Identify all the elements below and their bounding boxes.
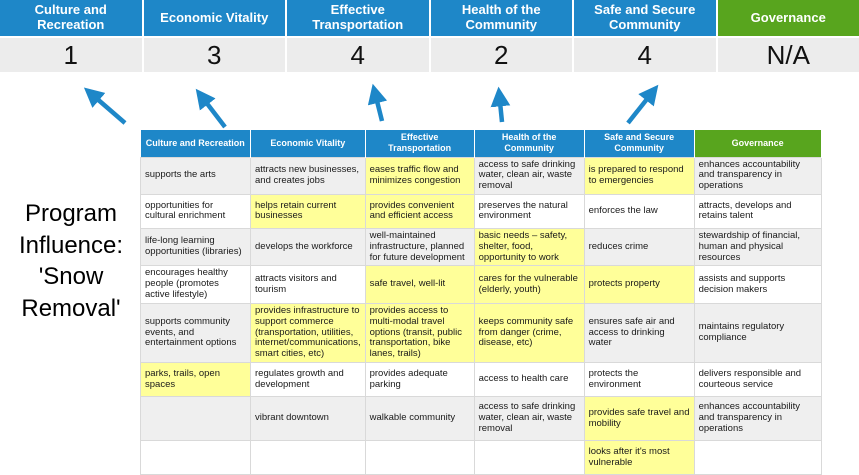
matrix-cell: preserves the natural environment bbox=[474, 194, 584, 228]
matrix-header-economic-vitality: Economic Vitality bbox=[251, 130, 366, 157]
matrix-cell-highlighted: eases traffic flow and minimizes congest… bbox=[365, 157, 474, 194]
matrix-cell: encourages healthy people (promotes acti… bbox=[141, 266, 251, 303]
matrix-cell bbox=[141, 441, 251, 475]
table-row: encourages healthy people (promotes acti… bbox=[141, 266, 822, 303]
matrix-cell: develops the workforce bbox=[251, 228, 366, 265]
matrix-cell: access to safe drinking water, clean air… bbox=[474, 397, 584, 441]
matrix-cell-highlighted: helps retain current businesses bbox=[251, 194, 366, 228]
matrix-cell: supports the arts bbox=[141, 157, 251, 194]
score-effective-transportation: 4 bbox=[287, 38, 429, 72]
matrix-cell bbox=[365, 441, 474, 475]
matrix-cell: attracts visitors and tourism bbox=[251, 266, 366, 303]
priority-header-economic-vitality: Economic Vitality bbox=[144, 0, 286, 36]
table-row: life-long learning opportunities (librar… bbox=[141, 228, 822, 265]
matrix-header-governance: Governance bbox=[694, 130, 821, 157]
matrix-cell-highlighted: parks, trails, open spaces bbox=[141, 363, 251, 397]
up-arrow-icon bbox=[88, 91, 125, 123]
matrix-cell-highlighted: protects property bbox=[584, 266, 694, 303]
matrix-cell-highlighted: provides safe travel and mobility bbox=[584, 397, 694, 441]
up-arrow-icon bbox=[628, 89, 655, 123]
score-economic-vitality: 3 bbox=[144, 38, 286, 72]
priority-header-effective-transportation: Effective Transportation bbox=[287, 0, 429, 36]
matrix-cell-highlighted: keeps community safe from danger (crime,… bbox=[474, 303, 584, 362]
matrix-cell-highlighted: provides access to multi-modal travel op… bbox=[365, 303, 474, 362]
matrix-cell: reduces crime bbox=[584, 228, 694, 265]
matrix-cell-highlighted: is prepared to respond to emergencies bbox=[584, 157, 694, 194]
matrix-cell-highlighted: safe travel, well-lit bbox=[365, 266, 474, 303]
matrix-cell bbox=[251, 441, 366, 475]
matrix-cell: access to safe drinking water, clean air… bbox=[474, 157, 584, 194]
matrix-cell: walkable community bbox=[365, 397, 474, 441]
score-governance: N/A bbox=[718, 38, 859, 72]
up-arrow-icon bbox=[499, 92, 502, 122]
matrix-cell: life-long learning opportunities (librar… bbox=[141, 228, 251, 265]
score-culture-and-recreation: 1 bbox=[0, 38, 142, 72]
matrix-cell: assists and supports decision makers bbox=[694, 266, 821, 303]
matrix-cell: provides adequate parking bbox=[365, 363, 474, 397]
matrix-cell: protects the environment bbox=[584, 363, 694, 397]
table-row: looks after it's most vulnerable bbox=[141, 441, 822, 475]
matrix-cell bbox=[141, 397, 251, 441]
matrix-cell: attracts new businesses, and creates job… bbox=[251, 157, 366, 194]
score-safe-and-secure-community: 4 bbox=[574, 38, 716, 72]
priority-header-safe-and-secure-community: Safe and Secure Community bbox=[574, 0, 716, 36]
matrix-cell: supports community events, and entertain… bbox=[141, 303, 251, 362]
score-health-of-the-community: 2 bbox=[431, 38, 573, 72]
matrix-cell-highlighted: cares for the vulnerable (elderly, youth… bbox=[474, 266, 584, 303]
matrix-header-effective-transportation: Effective Transportation bbox=[365, 130, 474, 157]
up-arrow-icon bbox=[199, 93, 225, 127]
matrix-cell: vibrant downtown bbox=[251, 397, 366, 441]
matrix-cell: enhances accountability and transparency… bbox=[694, 397, 821, 441]
matrix-cell: enhances accountability and transparency… bbox=[694, 157, 821, 194]
priority-header-governance: Governance bbox=[718, 0, 859, 36]
matrix-cell: enforces the law bbox=[584, 194, 694, 228]
matrix-header-safe-and-secure-community: Safe and Secure Community bbox=[584, 130, 694, 157]
matrix-cell-highlighted: basic needs – safety, shelter, food, opp… bbox=[474, 228, 584, 265]
matrix-cell bbox=[694, 441, 821, 475]
matrix-cell: regulates growth and development bbox=[251, 363, 366, 397]
program-influence-title: Program Influence: 'Snow Removal' bbox=[0, 198, 142, 325]
matrix-cell: delivers responsible and courteous servi… bbox=[694, 363, 821, 397]
matrix-cell-highlighted: looks after it's most vulnerable bbox=[584, 441, 694, 475]
matrix-cell: opportunities for cultural enrichment bbox=[141, 194, 251, 228]
matrix-cell bbox=[474, 441, 584, 475]
matrix-cell-highlighted: provides infrastructure to support comme… bbox=[251, 303, 366, 362]
priority-header-culture-and-recreation: Culture and Recreation bbox=[0, 0, 142, 36]
matrix-cell: stewardship of financial, human and phys… bbox=[694, 228, 821, 265]
matrix-cell-highlighted: provides convenient and efficient access bbox=[365, 194, 474, 228]
matrix-cell: maintains regulatory compliance bbox=[694, 303, 821, 362]
table-row: supports community events, and entertain… bbox=[141, 303, 822, 362]
matrix-header-culture-and-recreation: Culture and Recreation bbox=[141, 130, 251, 157]
matrix-cell: well-maintained infrastructure, planned … bbox=[365, 228, 474, 265]
matrix-cell: access to health care bbox=[474, 363, 584, 397]
matrix-header-health-of-the-community: Health of the Community bbox=[474, 130, 584, 157]
matrix-cell: attracts, develops and retains talent bbox=[694, 194, 821, 228]
priority-header-health-of-the-community: Health of the Community bbox=[431, 0, 573, 36]
up-arrow-icon bbox=[374, 89, 382, 121]
matrix-cell: ensures safe air and access to drinking … bbox=[584, 303, 694, 362]
